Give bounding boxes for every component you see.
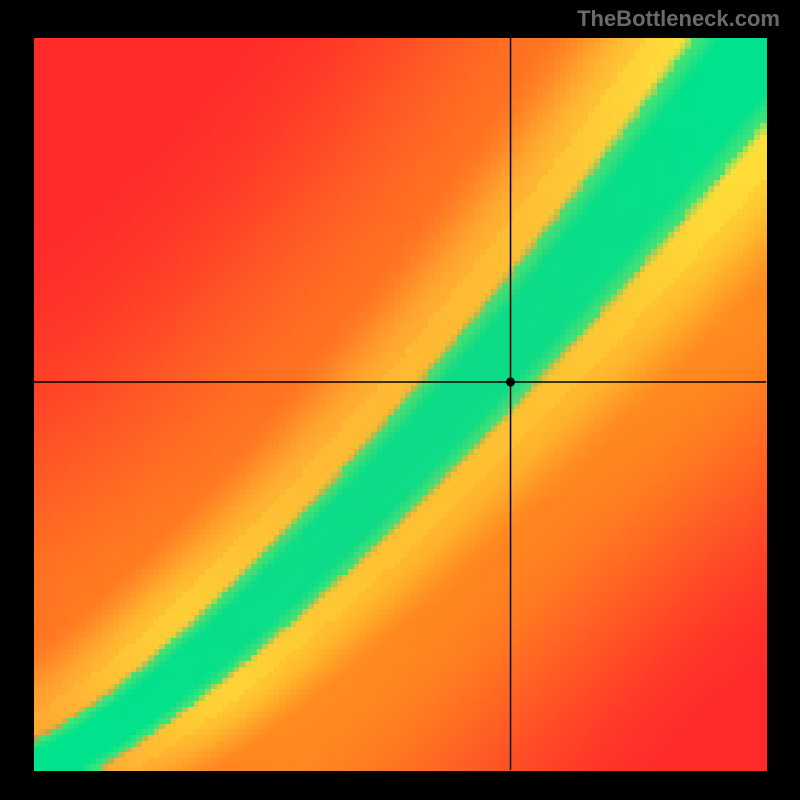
figure-container: TheBottleneck.com	[0, 0, 800, 800]
branding-text: TheBottleneck.com	[577, 6, 780, 32]
crosshair-overlay	[0, 0, 800, 800]
